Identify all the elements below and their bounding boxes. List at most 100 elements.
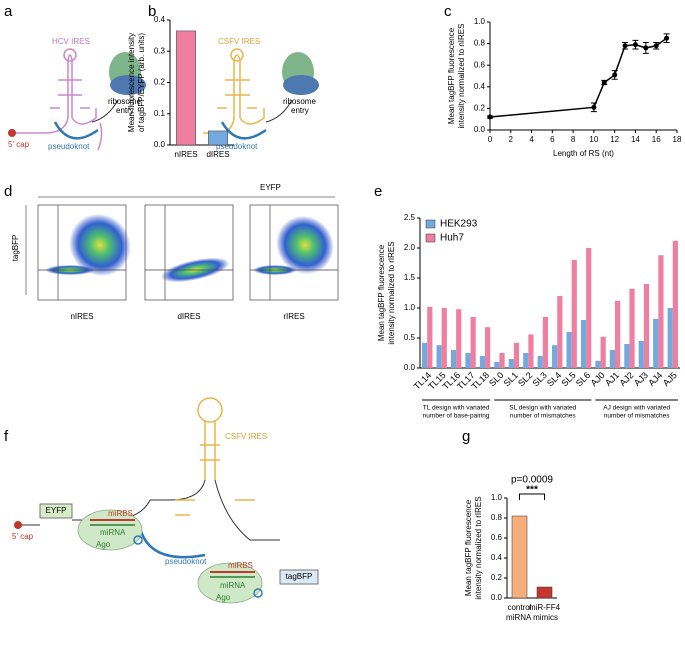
label: ribosome [108, 97, 141, 106]
bar [441, 308, 447, 368]
point [601, 79, 607, 85]
point [653, 43, 659, 49]
x-tick-label: AJ5 [661, 370, 679, 388]
bar [456, 309, 462, 368]
bar [494, 362, 500, 368]
bar [542, 317, 548, 368]
label: entry [291, 106, 309, 115]
y-axis-label: Mean tagBFP fluorescence [447, 27, 456, 124]
label: miRBS [228, 561, 253, 570]
group-label: number of mismatches [604, 413, 670, 420]
significance-bracket [519, 493, 545, 500]
bar [566, 332, 572, 368]
x-tick-label: 18 [673, 135, 682, 144]
y-tick-label: 0.2 [154, 78, 166, 87]
label: tagBFP [11, 235, 20, 262]
label: miRNA [220, 581, 246, 590]
x-tick-label: dIRES [206, 150, 229, 159]
y-axis-label: intensity normalized to rIRES [474, 496, 483, 599]
y-tick-label: 1.0 [404, 303, 416, 312]
label: CSFV IRES [218, 37, 260, 46]
bar [176, 30, 196, 146]
bar [595, 360, 601, 368]
y-tick-label: 0.6 [491, 533, 503, 542]
x-axis-label: miRNA mimics [506, 613, 558, 622]
bar [557, 296, 563, 368]
point [664, 35, 670, 41]
group-label: SL design with variated [509, 405, 576, 412]
bar [499, 353, 505, 368]
x-axis-label: Length of RS (nt) [553, 149, 614, 158]
bar [586, 248, 592, 368]
x-tick-label: 6 [550, 135, 555, 144]
x-tick-label: 4 [529, 135, 534, 144]
bar [537, 356, 543, 368]
bar [672, 240, 678, 368]
y-tick-label: 0.1 [154, 109, 166, 118]
label: pseudoknot [48, 142, 90, 151]
panel-letter: e [374, 183, 382, 200]
y-tick-label: 0.3 [154, 46, 166, 55]
annotation: p=0.0009 [511, 475, 553, 486]
y-tick-label: 0.4 [474, 82, 486, 91]
panel-letter: a [4, 3, 13, 20]
x-tick-label: 14 [631, 135, 640, 144]
y-tick-label: 0.0 [154, 140, 166, 149]
bar [615, 300, 621, 368]
y-axis-label: Mean fluorescence intensity [127, 33, 136, 132]
bar [600, 336, 606, 368]
diagram-f [14, 397, 319, 604]
label: miRBS [108, 509, 133, 518]
label: Ago [216, 593, 231, 602]
y-tick-label: 0.0 [491, 593, 503, 602]
y-axis-label: Mean tagBFP fluorescence [464, 499, 473, 596]
bar [208, 130, 228, 146]
x-tick-label: control [507, 603, 531, 612]
y-axis-label: intensity normalized to nIRES [457, 24, 466, 129]
panel-letter: b [148, 3, 156, 20]
bar [571, 260, 577, 368]
y-tick-label: 0.0 [474, 125, 486, 134]
y-tick-label: 0.5 [404, 333, 416, 342]
label: ribosome [283, 97, 316, 106]
panel-letter: f [4, 428, 9, 445]
x-tick-label: 8 [571, 135, 576, 144]
flow-plots [37, 204, 339, 301]
bar [609, 350, 615, 368]
label: dIRES [177, 312, 200, 321]
bar [436, 345, 442, 368]
label: rIRES [283, 312, 304, 321]
bar [485, 327, 491, 368]
y-tick-label: 2.0 [404, 243, 416, 252]
legend-label: Huh7 [440, 233, 464, 244]
bar [465, 353, 471, 368]
legend-swatch [425, 219, 436, 229]
x-tick-label: 12 [610, 135, 619, 144]
x-tick-label: nIRES [174, 150, 197, 159]
label: EYFP [260, 183, 281, 192]
y-tick-label: 0.8 [474, 39, 486, 48]
y-tick-label: 0.0 [404, 363, 416, 372]
panel-letter: c [444, 3, 452, 20]
label: HCV IRES [52, 37, 90, 46]
bar [422, 342, 428, 368]
bar [523, 353, 529, 368]
bar [479, 356, 485, 368]
legend-label: HEK293 [440, 219, 478, 230]
group-label: number of mismatches [510, 413, 576, 420]
bar [427, 306, 433, 368]
x-tick-label: 2 [509, 135, 514, 144]
y-tick-label: 0.6 [474, 60, 486, 69]
bar [513, 342, 520, 368]
point [591, 104, 597, 110]
label: nIRES [70, 312, 93, 321]
point [612, 72, 618, 78]
bar [450, 350, 457, 368]
label: 5' cap [12, 532, 34, 541]
y-tick-label: 0.4 [491, 553, 503, 562]
group-label: number of base-pairing [423, 413, 490, 420]
label: EYFP [46, 506, 67, 515]
bar [511, 515, 528, 599]
y-tick-label: 1.0 [474, 17, 486, 26]
